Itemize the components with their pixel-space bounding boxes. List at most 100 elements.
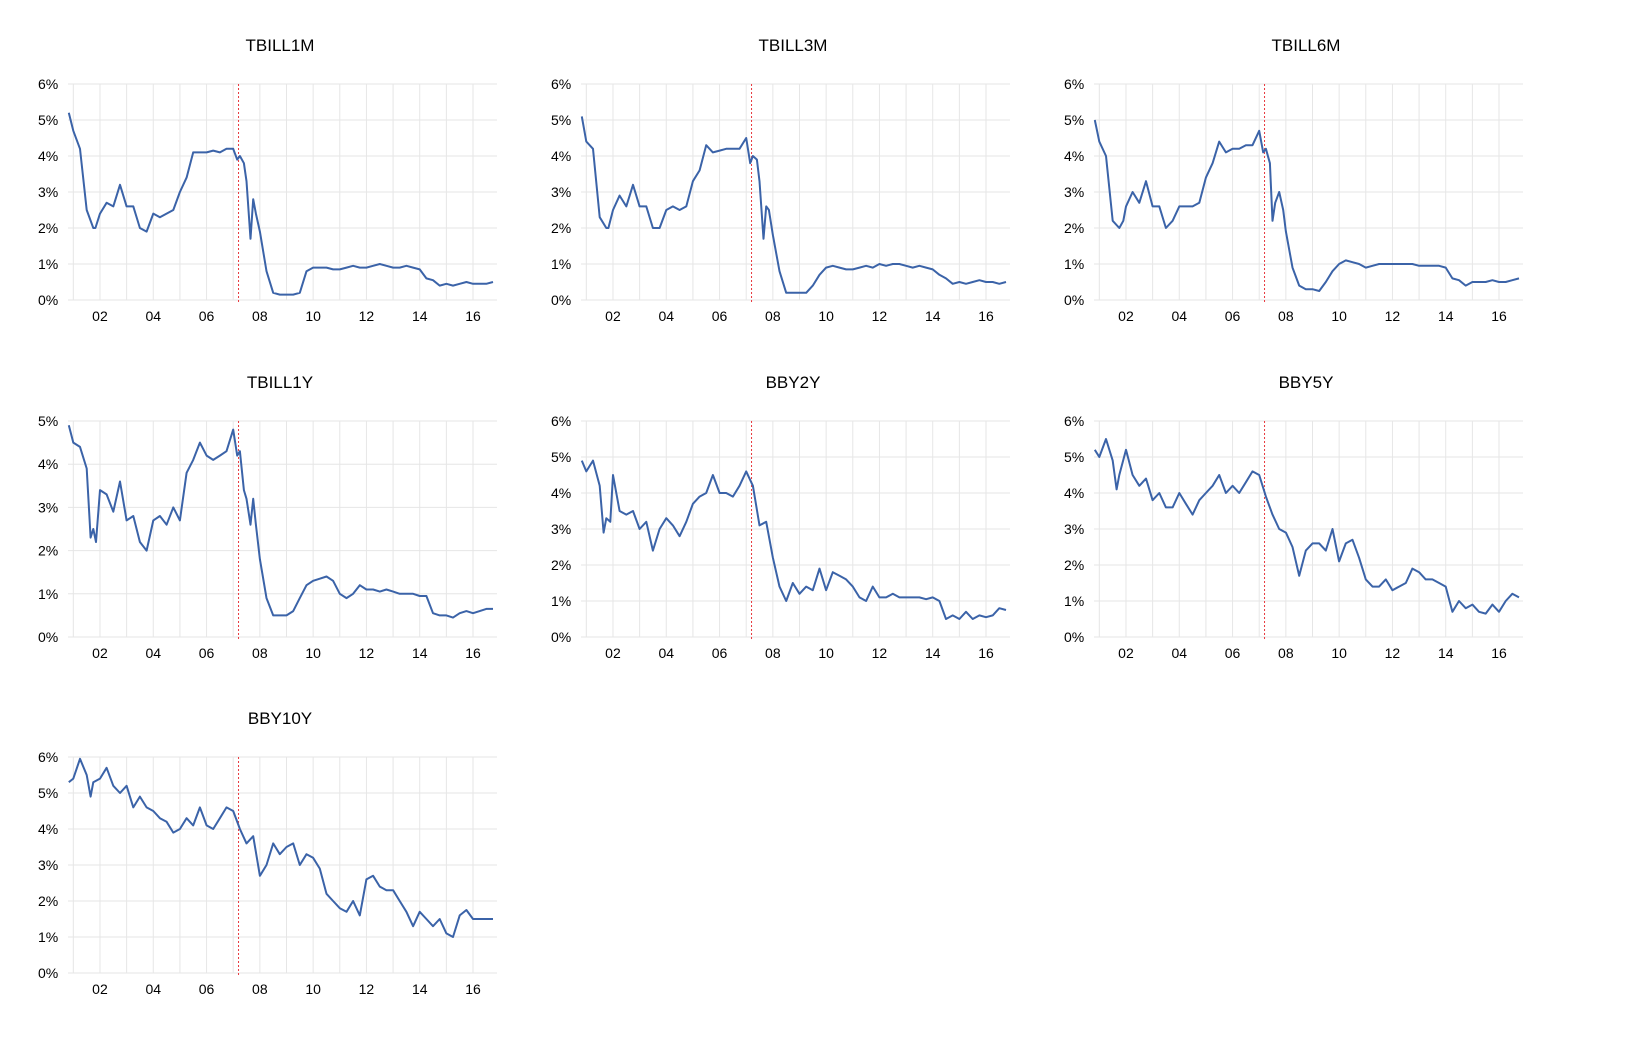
- chart-title: TBILL3M: [758, 36, 828, 55]
- x-tick-label: 12: [359, 308, 375, 324]
- y-tick-label: 0%: [38, 629, 58, 645]
- x-tick-label: 08: [252, 645, 268, 661]
- x-tick-label: 16: [978, 308, 994, 324]
- y-tick-label: 0%: [551, 629, 571, 645]
- x-tick-label: 14: [925, 645, 941, 661]
- y-tick-label: 5%: [551, 449, 571, 465]
- x-tick-label: 10: [305, 645, 321, 661]
- x-tick-label: 02: [605, 308, 621, 324]
- x-tick-label: 06: [199, 645, 215, 661]
- x-tick-label: 12: [359, 645, 375, 661]
- y-tick-label: 2%: [38, 543, 58, 559]
- chart-tbill1m: TBILL1M 0% 1% 2% 3% 4% 5% 6% 02 04 06 08 10 12 14 16: [20, 36, 540, 346]
- x-tick-label: 14: [412, 645, 428, 661]
- y-tick-label: 6%: [1064, 413, 1084, 429]
- chart-title: BBY5Y: [1278, 373, 1334, 392]
- line-chart-plot: 0% 1% 2% 3% 4% 5% 6% 02 04 06 08 10 12 14 16: [38, 76, 497, 324]
- x-tick-label: 04: [145, 308, 161, 324]
- x-tick-label: 12: [359, 981, 375, 997]
- y-tick-label: 1%: [1064, 593, 1084, 609]
- chart-title: TBILL1Y: [246, 373, 314, 392]
- x-tick-label: 04: [658, 645, 674, 661]
- x-tick-label: 12: [872, 645, 888, 661]
- line-chart-plot: 0% 1% 2% 3% 4% 5% 6% 02 04 06 08 10 12 14 16: [1064, 76, 1523, 324]
- y-tick-label: 3%: [1064, 521, 1084, 537]
- x-tick-label: 14: [925, 308, 941, 324]
- x-tick-label: 06: [1225, 308, 1241, 324]
- line-chart-plot: 0% 1% 2% 3% 4% 5% 6% 02 04 06 08 10 12 14 16: [551, 413, 1010, 661]
- y-tick-label: 1%: [38, 256, 58, 272]
- x-tick-label: 04: [1171, 308, 1187, 324]
- y-tick-label: 6%: [38, 749, 58, 765]
- y-tick-label: 1%: [551, 593, 571, 609]
- chart-tbill6m: TBILL6M 0% 1% 2% 3% 4% 5% 6% 02 04 06 08 10 12 14 16: [1046, 36, 1566, 346]
- y-tick-label: 2%: [551, 220, 571, 236]
- y-tick-label: 4%: [38, 148, 58, 164]
- y-tick-label: 6%: [551, 413, 571, 429]
- y-tick-label: 4%: [551, 485, 571, 501]
- y-tick-label: 5%: [38, 112, 58, 128]
- y-tick-label: 3%: [551, 521, 571, 537]
- x-tick-label: 06: [199, 981, 215, 997]
- x-tick-label: 02: [1118, 645, 1134, 661]
- x-tick-label: 04: [658, 308, 674, 324]
- series-line: [580, 116, 1007, 294]
- x-tick-label: 02: [605, 645, 621, 661]
- x-tick-label: 06: [199, 308, 215, 324]
- x-tick-label: 10: [818, 645, 834, 661]
- x-tick-label: 16: [1491, 645, 1507, 661]
- chart-title: BBY2Y: [765, 373, 821, 392]
- x-tick-label: 16: [465, 981, 481, 997]
- x-tick-label: 04: [145, 981, 161, 997]
- x-tick-label: 06: [1225, 645, 1241, 661]
- y-tick-label: 6%: [551, 76, 571, 92]
- y-tick-label: 2%: [38, 220, 58, 236]
- y-tick-label: 3%: [38, 184, 58, 200]
- y-tick-label: 2%: [38, 893, 58, 909]
- chart-tbill3m: TBILL3M 0% 1% 2% 3% 4% 5% 6% 02 04 06 08 10 12 14 16: [533, 36, 1053, 346]
- x-tick-label: 14: [412, 981, 428, 997]
- y-tick-label: 1%: [551, 256, 571, 272]
- x-tick-label: 08: [1278, 308, 1294, 324]
- x-tick-label: 08: [252, 981, 268, 997]
- x-tick-label: 14: [412, 308, 428, 324]
- y-tick-label: 4%: [551, 148, 571, 164]
- y-tick-label: 2%: [1064, 220, 1084, 236]
- y-tick-label: 1%: [38, 929, 58, 945]
- y-tick-label: 1%: [38, 586, 58, 602]
- x-tick-label: 10: [305, 308, 321, 324]
- series-line: [67, 112, 494, 296]
- y-tick-label: 3%: [38, 499, 58, 515]
- y-tick-label: 5%: [551, 112, 571, 128]
- chart-bby2y: BBY2Y 0% 1% 2% 3% 4% 5% 6% 02 04 06 08 10 12 14 16: [533, 373, 1053, 683]
- series-line: [67, 425, 493, 619]
- y-tick-label: 0%: [551, 292, 571, 308]
- series-line: [1093, 438, 1520, 615]
- y-tick-label: 6%: [38, 76, 58, 92]
- x-tick-label: 10: [1331, 645, 1347, 661]
- x-tick-label: 06: [712, 308, 728, 324]
- x-tick-label: 08: [765, 645, 781, 661]
- series-line: [1093, 119, 1520, 292]
- y-tick-label: 0%: [1064, 292, 1084, 308]
- chart-title: TBILL1M: [245, 36, 315, 55]
- x-tick-label: 10: [818, 308, 834, 324]
- x-tick-label: 02: [92, 308, 108, 324]
- y-tick-label: 2%: [1064, 557, 1084, 573]
- y-tick-label: 1%: [1064, 256, 1084, 272]
- y-tick-label: 2%: [551, 557, 571, 573]
- x-tick-label: 08: [252, 308, 268, 324]
- x-tick-label: 06: [712, 645, 728, 661]
- x-tick-label: 16: [978, 645, 994, 661]
- chart-title: BBY10Y: [247, 709, 313, 728]
- x-tick-label: 04: [145, 645, 161, 661]
- y-tick-label: 5%: [38, 785, 58, 801]
- y-tick-label: 5%: [1064, 112, 1084, 128]
- x-tick-label: 10: [305, 981, 321, 997]
- line-chart-plot: 0% 1% 2% 3% 4% 5% 6% 02 04 06 08 10 12 14 16: [551, 76, 1010, 324]
- y-tick-label: 4%: [1064, 148, 1084, 164]
- line-chart-plot: 0% 1% 2% 3% 4% 5% 02 04 06 08 10 12 14 16: [38, 413, 497, 661]
- x-tick-label: 02: [92, 981, 108, 997]
- line-chart-plot: 0% 1% 2% 3% 4% 5% 6% 02 04 06 08 10 12 14 16: [38, 749, 497, 997]
- y-tick-label: 5%: [38, 413, 58, 429]
